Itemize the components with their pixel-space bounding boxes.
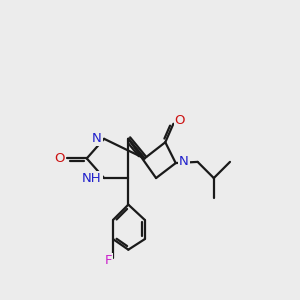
Text: O: O	[54, 152, 65, 165]
Text: O: O	[175, 114, 185, 127]
Text: NH: NH	[82, 172, 102, 184]
Text: N: N	[179, 155, 189, 168]
Text: F: F	[105, 254, 112, 267]
Text: N: N	[92, 132, 102, 145]
